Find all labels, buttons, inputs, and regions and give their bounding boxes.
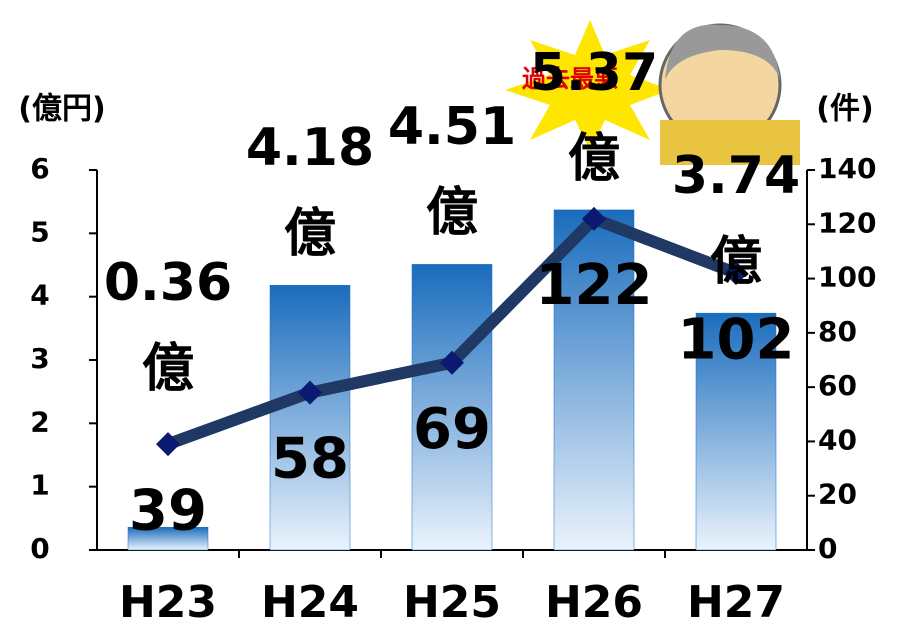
y2-tick-label: 40 <box>818 423 857 456</box>
y2-tick-label: 20 <box>818 478 857 511</box>
chart: 過去最悪 (億円) (件) 0123456020406080100120140H… <box>0 0 898 635</box>
y-tick-label: 3 <box>30 342 49 375</box>
bar-value-label: 4.18億 <box>235 105 385 277</box>
x-tick-label: H27 <box>687 577 785 628</box>
bar-value-label: 4.51億 <box>377 84 527 256</box>
line-value-label: 39 <box>129 478 207 543</box>
x-tick-label: H24 <box>261 577 359 628</box>
y2-tick-label: 80 <box>818 315 857 348</box>
y2-tick-label: 140 <box>818 152 876 185</box>
y-tick-label: 5 <box>30 215 49 248</box>
y-tick-label: 2 <box>30 405 49 438</box>
y2-tick-label: 0 <box>818 532 837 565</box>
line-value-label: 122 <box>536 253 653 318</box>
y-tick-label: 0 <box>30 532 49 565</box>
y-tick-label: 4 <box>30 279 49 312</box>
y2-tick-label: 120 <box>818 206 876 239</box>
line-value-label: 69 <box>413 397 491 462</box>
bar-value-label: 0.36億 <box>93 240 243 412</box>
y-axis-label: (億円) <box>18 92 105 127</box>
x-tick-label: H26 <box>545 577 643 628</box>
line-value-label: 58 <box>271 427 349 492</box>
y-tick-label: 6 <box>30 152 49 185</box>
x-tick-label: H25 <box>403 577 501 628</box>
bar <box>270 285 350 550</box>
x-tick-label: H23 <box>119 577 217 628</box>
y2-axis-label: (件) <box>816 92 873 127</box>
line-value-label: 102 <box>678 307 795 372</box>
y-tick-label: 1 <box>30 469 49 502</box>
bar-value-label: 3.74億 <box>661 133 811 305</box>
y2-tick-label: 60 <box>818 369 857 402</box>
y2-tick-label: 100 <box>818 261 876 294</box>
bar-value-label: 5.37億 <box>519 30 669 202</box>
